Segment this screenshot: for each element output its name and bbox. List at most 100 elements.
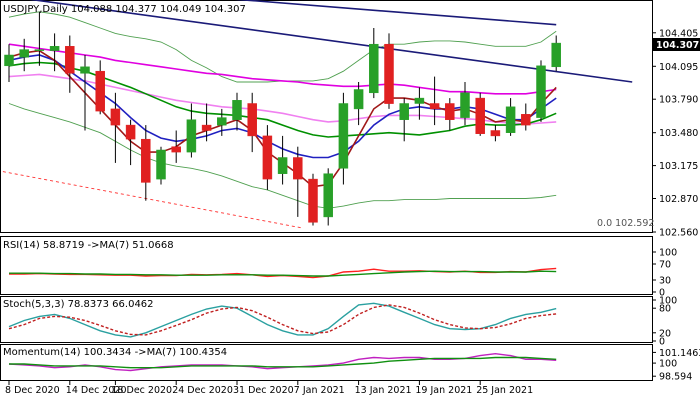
indicator-0-series-1 <box>9 270 557 277</box>
candle <box>110 92 121 163</box>
candle-body <box>521 114 531 126</box>
candle-body <box>186 119 197 153</box>
band-lower-line <box>8 103 557 209</box>
x-tick-label: 25 Jan 2021 <box>476 385 533 396</box>
candle-body <box>353 89 364 110</box>
candle-body <box>156 149 166 180</box>
indicator-1-series-0 <box>8 302 557 338</box>
rsi-panel-frame <box>0 236 653 295</box>
indicator-tick-label: 80 <box>659 304 671 315</box>
candle-body <box>262 135 273 180</box>
candle-body <box>460 92 470 118</box>
candle-body <box>338 103 349 169</box>
candle-body <box>110 108 121 126</box>
candle <box>125 119 136 166</box>
indicator-1-series-1 <box>8 304 557 336</box>
indicator-tick-label: 30 <box>659 276 671 287</box>
candle-body <box>171 146 181 153</box>
candle <box>19 38 29 72</box>
y-tick-label: 102.560 <box>659 228 698 239</box>
indicator-tick-label: 70 <box>659 260 671 271</box>
candle <box>323 168 333 226</box>
candle-body <box>201 124 212 131</box>
candle <box>490 125 501 142</box>
x-tick-label: 24 Dec 2020 <box>172 385 233 396</box>
y-tick-label: 104.405 <box>659 28 698 39</box>
candle-body <box>384 43 394 104</box>
x-tick-label: 13 Jan 2021 <box>355 385 412 396</box>
indicator-tick-label: 0 <box>659 337 665 348</box>
indicator-tick-label: 100 <box>659 248 677 259</box>
candle <box>65 35 75 93</box>
indicator-layer <box>8 267 557 372</box>
y-tick-label: 103.480 <box>659 128 698 139</box>
y-tick-label: 102.870 <box>659 194 698 205</box>
x-tick-label: 8 Dec 2020 <box>5 385 60 396</box>
candle <box>49 33 60 72</box>
y-tick-label: 103.175 <box>659 161 698 172</box>
candle <box>445 98 455 131</box>
x-tick-label: 19 Jan 2021 <box>415 385 472 396</box>
candle-body <box>95 70 105 112</box>
rsi-label: RSI(14) 58.8719 ->MA(7) 51.0668 <box>3 240 174 251</box>
candle <box>80 55 90 131</box>
candle-body <box>80 66 90 74</box>
candle-body <box>141 138 151 183</box>
candle <box>293 146 303 217</box>
indicator-tick-label: 101.1463 <box>659 348 700 359</box>
candle <box>338 92 349 185</box>
candle-body <box>277 157 288 174</box>
x-tick-label: 7 Jan 2021 <box>294 385 345 396</box>
candle-body <box>536 65 546 118</box>
candle-body <box>308 178 318 223</box>
momentum-label: Momentum(14) 100.3434 ->MA(7) 100.4354 <box>3 347 227 358</box>
candle <box>399 98 409 142</box>
candle <box>308 173 318 226</box>
candle <box>369 28 379 99</box>
candle-body <box>217 117 227 126</box>
candle <box>536 60 546 122</box>
candle <box>34 11 45 66</box>
candle <box>551 35 561 72</box>
candle-body <box>505 106 516 133</box>
candle-body <box>414 97 425 104</box>
candle-body <box>34 49 45 51</box>
candle-body <box>475 97 485 134</box>
candle <box>460 82 470 126</box>
indicator-tick-label: 20 <box>659 328 671 339</box>
candle <box>521 103 531 131</box>
candle-body <box>19 49 29 58</box>
indicator-tick-label: 100 <box>659 296 677 307</box>
candle-body <box>4 54 14 67</box>
candle <box>475 92 485 136</box>
y-tick-label: 104.095 <box>659 62 698 73</box>
main-plot-layer <box>2 0 633 229</box>
candle-body <box>125 124 136 140</box>
candle <box>95 60 105 115</box>
x-tick-label: 31 Dec 2020 <box>233 385 294 396</box>
momentum-panel-frame <box>0 344 653 381</box>
candle <box>4 44 14 82</box>
y-tick-label: 103.790 <box>659 95 698 106</box>
candle <box>141 125 151 201</box>
candle-body <box>399 103 409 120</box>
candle-body <box>65 46 75 74</box>
symbol-header: USDJPY,Daily 104.088 104.377 104.049 104… <box>3 4 246 15</box>
x-tick-label: 18 Dec 2020 <box>111 385 172 396</box>
candle-body <box>490 130 501 137</box>
indicator-tick-label: 0 <box>659 288 665 299</box>
stoch-panel-frame <box>0 296 653 343</box>
candle <box>353 82 364 126</box>
candle-body <box>323 173 333 218</box>
trendline-2 <box>2 171 301 229</box>
candle <box>505 98 516 136</box>
candle <box>429 76 440 126</box>
indicator-tick-label: 98.594 <box>659 372 692 383</box>
stoch-label: Stoch(5,3,3) 78.8373 66.0462 <box>3 299 154 310</box>
candle-body <box>247 103 257 137</box>
candle-body <box>429 103 440 110</box>
fib-level-label: 0.0 102.592 <box>597 218 654 229</box>
candle <box>232 92 242 131</box>
candle <box>201 103 212 142</box>
